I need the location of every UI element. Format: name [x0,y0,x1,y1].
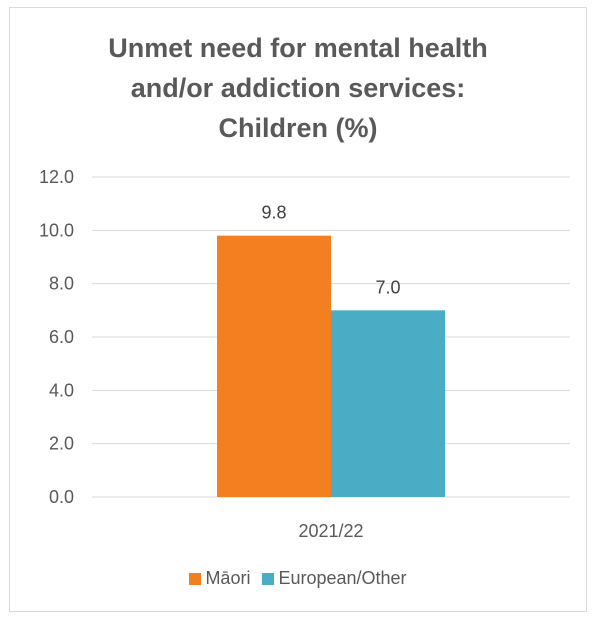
legend-label-maori: Māori [205,568,251,588]
y-tick-label: 8.0 [49,274,74,294]
legend-item-maori: Māori [189,568,250,589]
chart-title-line-1: Unmet need for mental health [108,33,488,63]
chart-title-line-3: Children (%) [218,113,378,143]
y-tick-label: 10.0 [39,220,74,240]
legend: Māori European/Other [0,568,596,589]
data-label-maori: 9.8 [261,203,286,223]
bar-maori [217,235,331,497]
data-label-european-other: 7.0 [375,277,400,297]
legend-label-european-other: European/Other [278,568,407,588]
legend-swatch-maori [189,572,202,585]
y-tick-label: 4.0 [49,380,74,400]
x-tick-label: 2021/22 [298,521,363,541]
y-tick-label: 6.0 [49,327,74,347]
legend-item-european-other: European/Other [262,568,407,589]
chart-title: Unmet need for mental health and/or addi… [0,28,596,148]
bar-european-other [331,310,445,497]
y-tick-label: 12.0 [39,167,74,187]
y-tick-label: 0.0 [49,487,74,507]
chart-title-line-2: and/or addiction services: [130,73,466,103]
y-tick-label: 2.0 [49,434,74,454]
legend-swatch-european-other [262,572,275,585]
